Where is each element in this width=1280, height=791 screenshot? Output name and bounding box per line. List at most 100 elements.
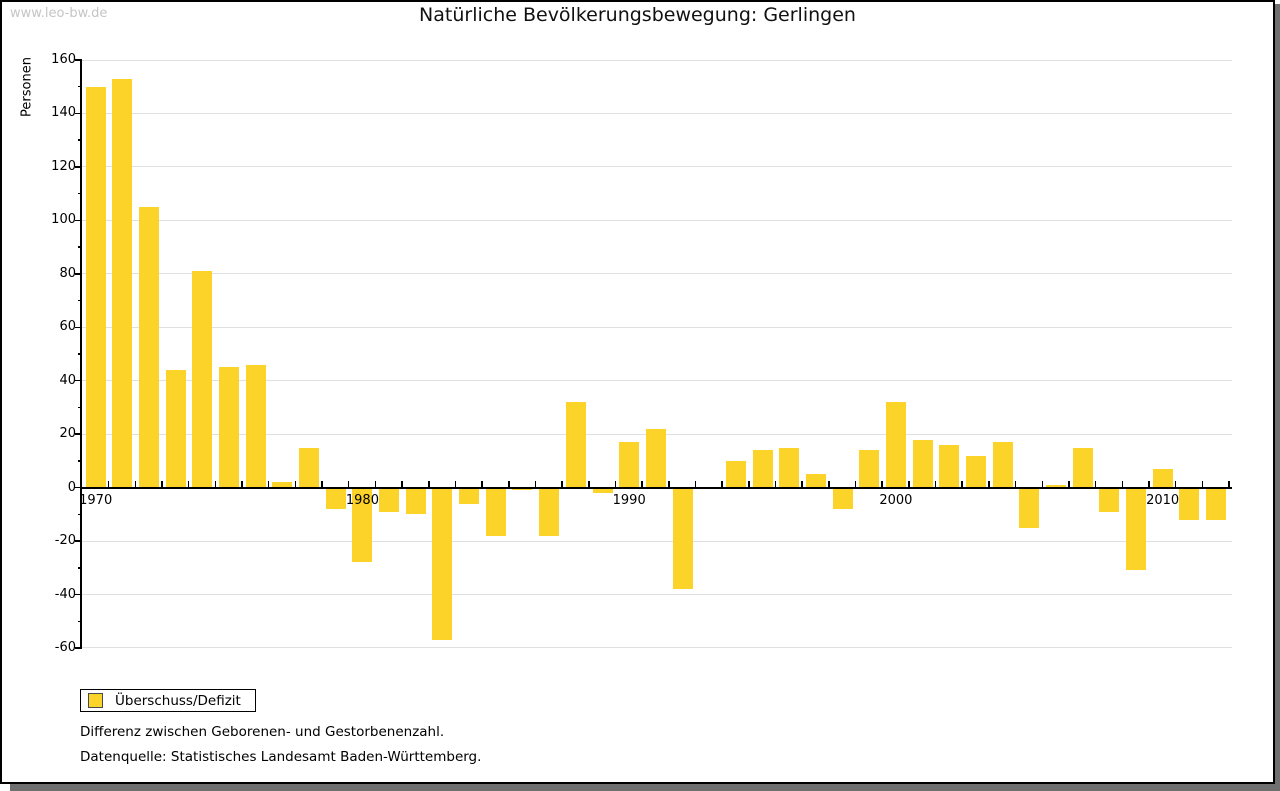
x-tick [1014,480,1017,488]
x-tick [668,480,670,488]
bar-2009 [1125,487,1146,571]
x-tick [428,480,430,488]
bar-1975 [219,367,240,488]
gridline-40 [82,380,1232,382]
x-tick [1041,480,1043,488]
gridline-160 [82,59,1232,61]
y-tick-label: -40 [54,586,76,602]
y-tick-label: 0 [67,479,76,495]
x-tick [1201,480,1204,488]
bar-1970 [85,86,106,488]
x-tick [161,480,163,488]
y-tick-major [75,219,82,222]
bar-1974 [192,271,213,488]
legend-color-swatch [88,693,103,708]
x-tick-label-1980: 1980 [345,492,379,508]
x-tick [267,480,270,488]
x-tick [934,480,937,488]
y-tick-label: 20 [59,426,76,442]
x-tick [321,480,323,488]
bar-1973 [165,370,186,488]
y-tick-label: 160 [51,52,76,67]
x-tick [614,480,617,488]
y-tick-label: 40 [59,372,76,388]
x-tick [1094,480,1097,488]
x-tick [1174,480,1177,488]
x-tick-label-1970: 1970 [79,492,113,508]
y-tick-label: -60 [54,639,76,655]
bar-1978 [299,447,320,488]
bar-2003 [965,455,986,488]
y-tick-label: 140 [51,105,76,121]
bar-2002 [939,444,960,488]
x-tick [988,480,990,488]
bar-2005 [1019,487,1040,528]
legend-label: Überschuss/Defizit [115,692,241,709]
page-title: Natürliche Bevölkerungsbewegung: Gerling… [419,4,856,26]
bar-1990 [619,442,640,488]
bar-1983 [432,487,453,640]
x-tick [1148,480,1150,488]
bar-1986 [512,487,533,491]
gridline-60 [82,326,1232,328]
bar-1976 [245,364,266,488]
bar-1996 [779,447,800,488]
y-tick-label: 120 [51,158,76,174]
bar-1979 [325,487,346,509]
x-tick [641,480,643,488]
bar-1998 [832,487,853,509]
x-tick [481,480,483,488]
y-tick-major [75,166,82,168]
gridline--40 [82,594,1232,596]
x-tick [721,480,723,488]
x-tick [187,480,190,488]
gridline--60 [82,647,1232,649]
x-tick [1228,480,1230,488]
x-tick [534,480,537,488]
x-tick [454,480,457,488]
gridline-140 [82,112,1232,114]
x-tick [561,480,563,488]
bar-1971 [112,78,133,488]
y-tick-label: 60 [59,319,76,335]
bar-2000 [885,402,906,488]
y-tick-major [75,112,82,115]
x-tick [854,480,857,488]
bar-1989 [592,487,613,493]
x-tick [774,480,777,488]
bar-2010 [1152,468,1173,488]
bar-2012 [1206,487,1226,520]
gridline--20 [82,540,1232,542]
bar-2007 [1072,447,1093,488]
bar-1987 [539,487,560,536]
y-tick-major [75,647,82,649]
y-tick-major [75,379,82,382]
bar-1972 [139,206,160,488]
x-tick [961,480,963,488]
bar-2008 [1099,487,1120,512]
y-tick-label: 80 [59,265,76,281]
y-tick-major [75,486,82,489]
x-tick [828,480,830,488]
window-shadow-right [1275,4,1280,791]
x-axis-line [82,486,1232,489]
y-tick-major [75,433,82,435]
bar-1991 [645,428,666,488]
x-tick [401,480,403,488]
x-tick [294,480,297,488]
x-tick [508,480,510,488]
y-tick-major [75,540,82,542]
x-tick [134,480,137,488]
x-tick-label-1990: 1990 [612,492,646,508]
bar-1999 [859,450,880,488]
legend: Überschuss/Defizit [80,689,256,712]
y-axis-line [80,59,82,649]
bar-1995 [752,450,773,488]
x-tick [241,480,243,488]
x-tick [881,480,883,488]
bar-2011 [1179,487,1200,520]
bar-1985 [485,487,506,536]
